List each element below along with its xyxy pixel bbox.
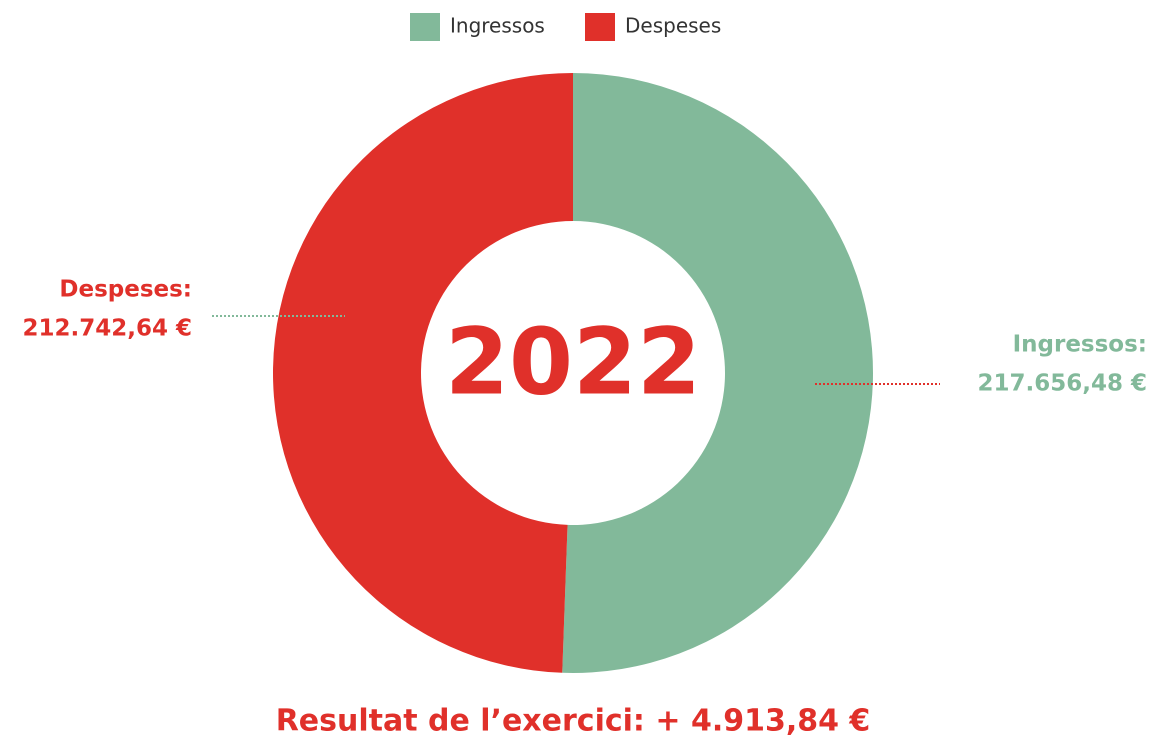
center-label: 2022 [445, 308, 701, 415]
legend-text: Ingressos [450, 14, 545, 38]
segment-label: Ingressos: [1013, 332, 1147, 358]
result-annotation: Resultat de l’exercici: + 4.913,84 € [276, 704, 871, 739]
segment-value: 217.656,48 € [977, 371, 1147, 397]
segment-label: Despeses: [59, 277, 192, 303]
segment-value: 212.742,64 € [22, 316, 192, 342]
donut-segment [272, 73, 573, 673]
legend-text: Despeses [625, 14, 721, 38]
legend-swatch [410, 13, 440, 41]
donut-segment [562, 73, 873, 673]
legend-swatch [585, 13, 615, 41]
